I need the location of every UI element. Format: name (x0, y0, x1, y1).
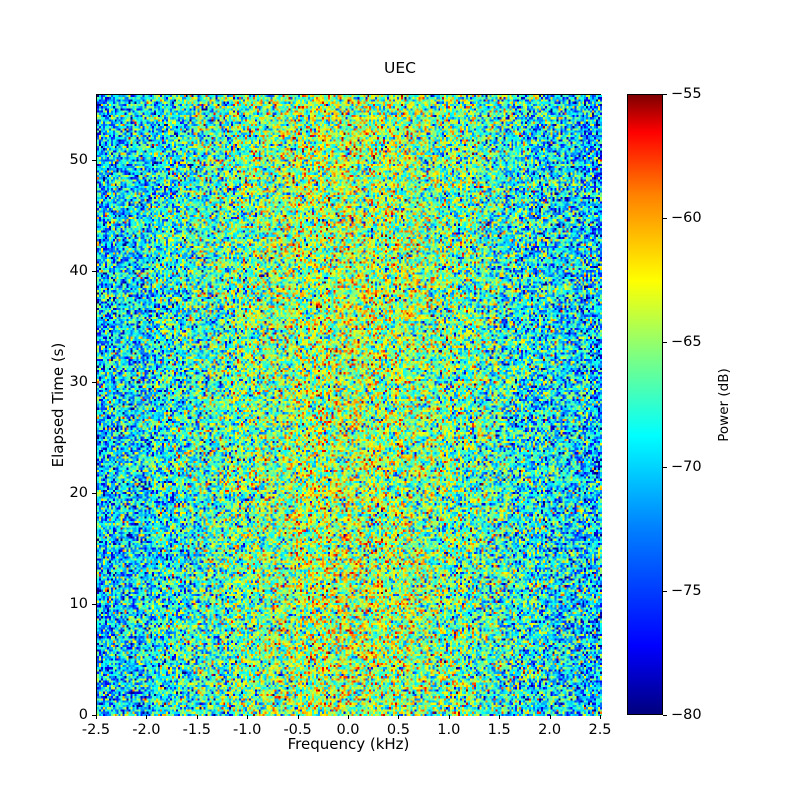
colorbar-tick-mark (663, 218, 667, 220)
y-axis-label: Elapsed Time (s) (49, 342, 67, 468)
y-tick-label: 50 (69, 151, 88, 168)
colorbar-tick-mark (663, 590, 667, 592)
x-tick-mark (146, 715, 148, 719)
x-tick-mark (96, 715, 98, 719)
colorbar (627, 94, 663, 715)
y-tick-label: 40 (69, 262, 88, 279)
y-tick-label: 0 (78, 707, 88, 723)
colorbar-tick-label: −70 (671, 458, 702, 475)
x-tick-label: -2.0 (132, 722, 161, 738)
x-tick-mark (398, 715, 400, 719)
y-tick-label: 30 (69, 373, 88, 390)
x-tick-mark (499, 715, 501, 719)
y-tick-mark (92, 381, 96, 383)
colorbar-tick-label: −55 (671, 86, 702, 102)
x-tick-label: -1.0 (233, 722, 262, 738)
x-tick-mark (297, 715, 299, 719)
x-tick-mark (448, 715, 450, 719)
x-tick-label: 1.5 (487, 722, 511, 738)
x-tick-label: -0.5 (283, 722, 312, 738)
colorbar-label: Power (dB) (716, 368, 732, 442)
y-tick-mark (92, 492, 96, 494)
x-tick-label: 2.5 (588, 722, 612, 738)
x-tick-mark (196, 715, 198, 719)
colorbar-tick-mark (663, 466, 667, 468)
y-tick-mark (92, 159, 96, 161)
x-tick-mark (600, 715, 602, 719)
y-tick-label: 10 (69, 595, 88, 612)
colorbar-tick-mark (663, 342, 667, 344)
x-tick-label: 1.0 (437, 722, 461, 738)
colorbar-tick-mark (663, 715, 667, 717)
colorbar-tick-label: −75 (671, 582, 702, 599)
x-tick-label: -2.5 (81, 722, 111, 738)
y-tick-mark (92, 715, 96, 717)
colorbar-tick-label: −80 (671, 707, 702, 723)
y-tick-label: 20 (69, 484, 88, 501)
x-tick-label: -1.5 (182, 722, 211, 738)
colorbar-tick-label: −65 (671, 334, 702, 351)
x-tick-mark (348, 715, 350, 719)
title-line-station: UEC (384, 59, 416, 77)
y-tick-mark (92, 270, 96, 272)
colorbar-tick-mark (663, 94, 667, 96)
spectrogram-image (97, 95, 602, 716)
plot-axes (96, 94, 602, 716)
y-tick-mark (92, 603, 96, 605)
x-tick-label: 0.0 (336, 722, 360, 738)
x-axis-label: Frequency (kHz) (287, 735, 410, 753)
x-tick-mark (247, 715, 249, 719)
x-tick-label: 0.5 (386, 722, 410, 738)
x-tick-label: 2.0 (538, 722, 562, 738)
colorbar-tick-label: −60 (671, 210, 702, 227)
x-tick-mark (549, 715, 551, 719)
